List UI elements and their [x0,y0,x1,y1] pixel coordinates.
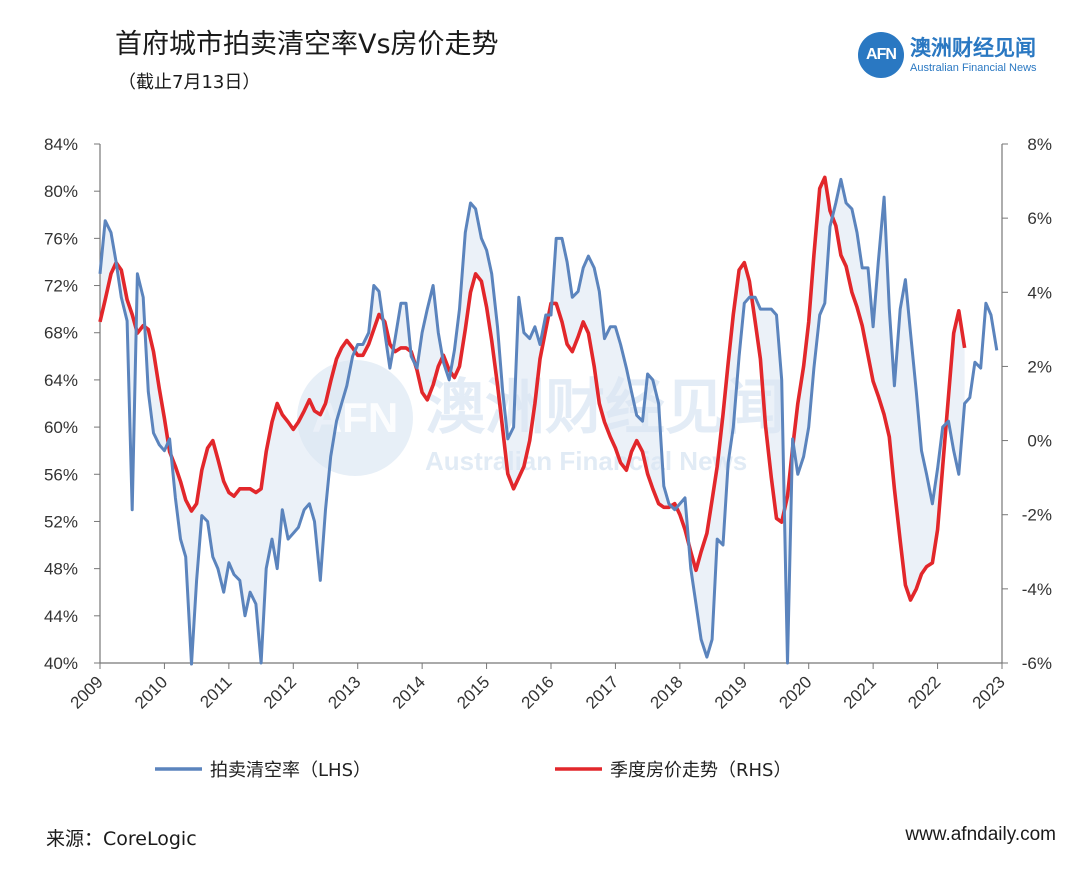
watermark: AFN 澳洲财经见闻 Australian Financial News [297,360,785,476]
x-tick-label: 2021 [840,672,880,712]
left-tick-label: 40% [44,654,78,673]
right-tick-label: 0% [1027,432,1052,451]
clearance-series-line [98,177,999,666]
x-tick-label: 2022 [904,672,944,712]
left-tick-label: 76% [44,229,78,248]
left-tick-label: 48% [44,560,78,579]
x-tick-label: 2011 [196,672,235,711]
chart-title: 首府城市拍卖清空率Vs房价走势 [115,29,499,60]
x-tick-label: 2018 [647,672,687,712]
x-tick-label: 2020 [775,672,815,712]
left-tick-label: 56% [44,465,78,484]
right-tick-label: -2% [1022,506,1052,525]
x-tick-label: 2012 [260,672,300,712]
afn-logo-name-en: Australian Financial News [910,62,1037,74]
x-tick-label: 2013 [324,672,364,712]
left-tick-label: 44% [44,607,78,626]
legend: 拍卖清空率（LHS） 季度房价走势（RHS） [155,760,791,781]
x-tick-label: 2016 [518,672,558,712]
right-tick-label: 4% [1027,283,1052,302]
x-tick-label: 2010 [131,672,171,712]
website-url: www.afndaily.com [905,824,1056,845]
left-tick-label: 64% [44,371,78,390]
price-series-line [98,175,967,602]
x-tick-label: 2015 [453,672,493,712]
right-tick-label: -6% [1022,654,1052,673]
right-tick-label: -4% [1022,580,1052,599]
left-tick-label: 84% [44,135,78,154]
afn-logo-badge: AFN [858,32,904,78]
chart-subtitle: （截止7月13日） [118,72,261,93]
x-tick-label: 2014 [389,672,429,712]
x-tick-label: 2017 [582,672,622,712]
x-tick-label: 2023 [969,672,1009,712]
source-note: 来源：CoreLogic [46,828,197,850]
afn-logo: AFN 澳洲财经见闻 Australian Financial News [858,30,1058,82]
left-tick-label: 52% [44,512,78,531]
right-tick-label: 6% [1027,209,1052,228]
x-tick-label: 2019 [711,672,751,712]
left-tick-label: 80% [44,182,78,201]
legend-price-label: 季度房价走势（RHS） [610,760,791,781]
legend-clearance-label: 拍卖清空率（LHS） [210,760,371,781]
right-tick-label: 8% [1027,135,1052,154]
left-tick-label: 60% [44,418,78,437]
watermark-en: Australian Financial News [425,446,747,476]
x-tick-label: 2009 [67,672,107,712]
afn-logo-name-cn: 澳洲财经见闻 [910,36,1036,60]
left-tick-label: 68% [44,324,78,343]
left-tick-label: 72% [44,277,78,296]
right-tick-label: 2% [1027,357,1052,376]
